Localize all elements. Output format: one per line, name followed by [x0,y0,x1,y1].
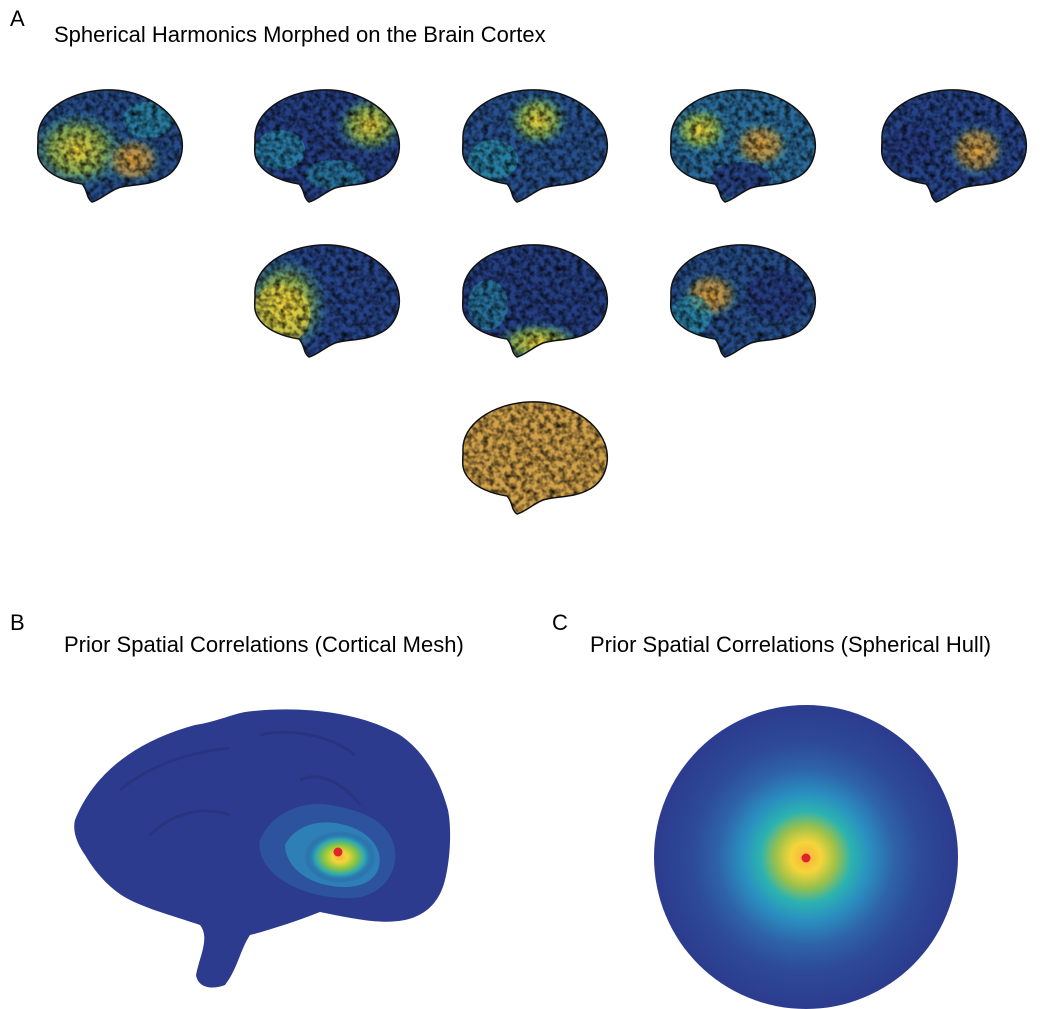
panel-c-title: Prior Spatial Correlations (Spherical Hu… [590,632,992,657]
brain-map-5 [880,89,1028,203]
panel-c-label: C [552,610,568,635]
panel-b-label: B [10,610,25,635]
source-marker-sphere [801,853,811,863]
panel-a-title: Spherical Harmonics Morphed on the Brain… [54,22,546,47]
brain-map-2 [253,89,401,203]
brain-map-7 [461,244,609,358]
source-marker-cortical [333,847,343,857]
brain-map-6 [253,244,401,358]
spherical-hull [654,705,958,1009]
panel-b-title: Prior Spatial Correlations (Cortical Mes… [64,632,464,657]
brain-map-4 [669,89,817,203]
brain-map-9 [461,401,609,515]
brain-map-8 [669,244,817,358]
cortical-mesh-brain [74,709,451,988]
brain-map-1 [36,89,184,203]
brain-map-3 [461,89,609,203]
panel-a-label: A [10,6,25,31]
